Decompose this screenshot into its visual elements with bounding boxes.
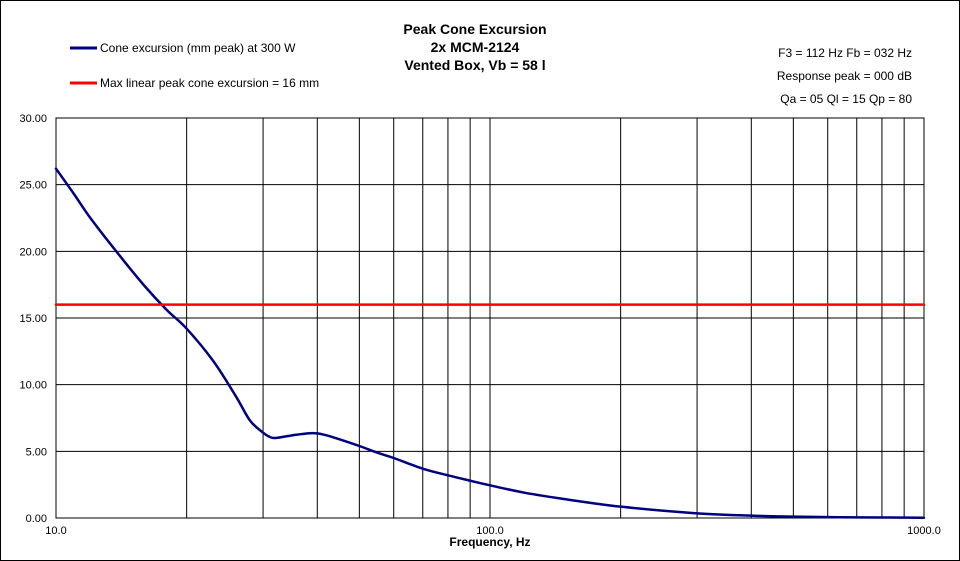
chart-title-line-2: 2x MCM-2124 <box>431 39 520 55</box>
y-tick-label: 30.00 <box>19 113 47 125</box>
chart-title-line-1: Peak Cone Excursion <box>403 21 546 37</box>
x-tick-label: 100.0 <box>476 525 504 537</box>
y-tick-label: 15.00 <box>19 313 47 325</box>
x-axis-label: Frequency, Hz <box>449 535 530 549</box>
annotation-box: F3 = 112 Hz Fb = 032 Hz Response peak = … <box>777 46 912 106</box>
series-line-cone-excursion <box>54 167 926 519</box>
annotation-response-peak: Response peak = 000 dB <box>777 69 912 83</box>
legend-label-excursion: Cone excursion (mm peak) at 300 W <box>100 41 296 55</box>
plot-border <box>55 117 925 519</box>
y-tick-label: 25.00 <box>19 180 47 192</box>
x-tick-label: 1000.0 <box>907 525 941 537</box>
annotation-q-values: Qa = 05 Ql = 15 Qp = 80 <box>780 92 912 106</box>
annotation-f3-fb: F3 = 112 Hz Fb = 032 Hz <box>778 46 912 60</box>
y-tick-label: 20.00 <box>19 246 47 258</box>
grid <box>56 118 924 518</box>
legend: Cone excursion (mm peak) at 300 W Max li… <box>70 41 319 90</box>
y-tick-label: 5.00 <box>26 446 47 458</box>
y-tick-label: 10.00 <box>19 380 47 392</box>
x-tick-label: 10.0 <box>45 525 66 537</box>
tick-labels: 0.00 5.00 10.00 15.00 20.00 25.00 30.00 10.0 100… <box>19 113 940 537</box>
chart-title-line-3: Vented Box, Vb = 58 l <box>404 57 545 73</box>
y-tick-label: 0.00 <box>26 513 47 525</box>
series-layer <box>54 167 926 519</box>
legend-label-max-excursion: Max linear peak cone excursion = 16 mm <box>100 76 319 90</box>
